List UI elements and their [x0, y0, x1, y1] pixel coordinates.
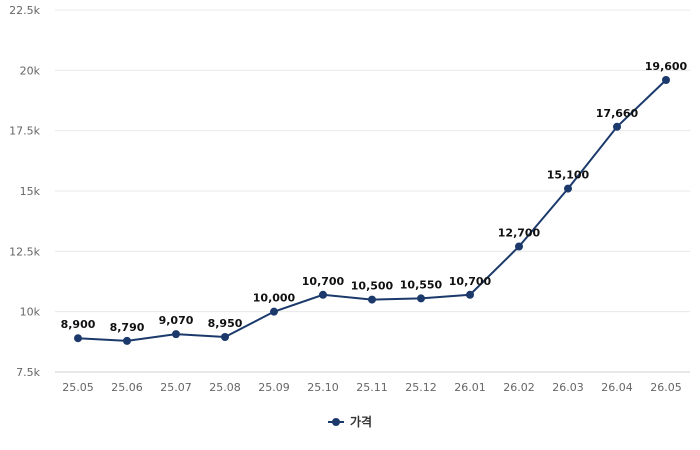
data-point [613, 122, 621, 131]
grid-lines [55, 9, 690, 373]
x-tick-label: 25.09 [258, 381, 290, 394]
x-tick-label: 25.06 [111, 381, 143, 394]
data-label: 12,700 [498, 227, 541, 240]
legend-dot-marker [332, 418, 340, 426]
y-tick-label: 17.5k [9, 125, 40, 138]
data-point [270, 307, 278, 316]
y-tick-label: 10k [20, 306, 41, 319]
y-tick-label: 12.5k [9, 245, 40, 258]
data-label: 19,600 [645, 60, 688, 73]
x-tick-label: 26.03 [552, 381, 584, 394]
x-axis: 25.05 25.06 25.07 25.08 25.09 25.10 25.11 25.12… [62, 381, 682, 394]
x-tick-label: 25.05 [62, 381, 94, 394]
legend[interactable]: 가격 [328, 414, 372, 429]
data-point [466, 290, 474, 299]
y-tick-label: 22.5k [9, 4, 40, 17]
data-label: 10,500 [351, 280, 394, 293]
x-tick-label: 26.01 [454, 381, 486, 394]
data-point [417, 294, 425, 303]
y-axis: 7.5k 10k 12.5k 15k 17.5k 20k 22.5k [9, 4, 40, 379]
data-label: 17,660 [596, 107, 639, 120]
data-labels: 8,900 8,790 9,070 8,950 10,000 10,700 10,500 10… [61, 60, 688, 334]
x-tick-label: 26.04 [601, 381, 633, 394]
data-label: 8,900 [61, 318, 96, 331]
data-point [74, 334, 82, 343]
data-label: 15,100 [547, 169, 590, 182]
series-price [74, 75, 670, 345]
data-point [368, 295, 376, 304]
x-tick-label: 26.02 [503, 381, 535, 394]
x-tick-label: 25.12 [405, 381, 437, 394]
x-tick-label: 25.10 [307, 381, 339, 394]
data-point [564, 184, 572, 193]
data-point [319, 290, 327, 299]
data-point [662, 75, 670, 84]
x-tick-label: 25.11 [356, 381, 388, 394]
y-tick-label: 15k [20, 185, 41, 198]
x-tick-label: 25.08 [209, 381, 241, 394]
data-label: 10,000 [253, 292, 296, 305]
y-tick-label: 7.5k [16, 366, 40, 379]
data-label: 10,550 [400, 278, 443, 291]
data-label: 10,700 [302, 275, 345, 288]
y-tick-label: 20k [20, 64, 41, 77]
data-label: 10,700 [449, 275, 492, 288]
legend-label: 가격 [350, 414, 372, 429]
data-point [172, 330, 180, 339]
data-label: 9,070 [159, 314, 194, 327]
x-tick-label: 26.05 [650, 381, 682, 394]
data-point [515, 242, 523, 251]
data-label: 8,950 [208, 317, 243, 330]
data-point [221, 333, 229, 342]
data-point [123, 336, 131, 345]
data-label: 8,790 [110, 321, 145, 334]
x-tick-label: 25.07 [160, 381, 192, 394]
